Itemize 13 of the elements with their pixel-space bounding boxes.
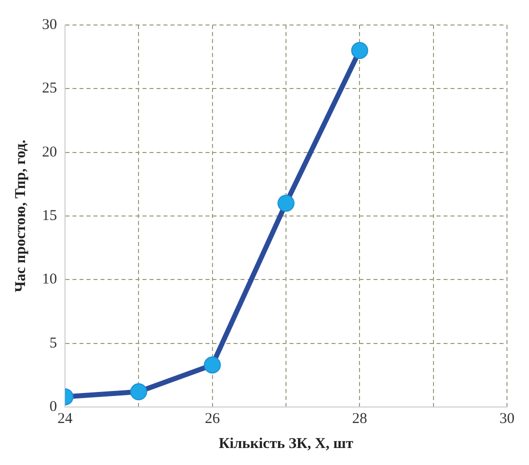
y-tick-label: 15 [42, 208, 57, 224]
x-tick-label: 24 [58, 410, 73, 427]
y-tick-label: 0 [50, 398, 57, 415]
y-tick-label: 5 [50, 335, 57, 352]
x-axis-title: Кількість ЗК, X, шт [218, 436, 354, 452]
x-tick-label: 28 [352, 410, 368, 427]
y-tick-label: 25 [42, 80, 57, 97]
x-tick-label: 26 [204, 410, 220, 427]
y-tick-label: 30 [42, 16, 57, 33]
y-tick-label: 10 [42, 272, 57, 288]
y-tick-label: 20 [42, 144, 57, 160]
x-tick-label: 30 [500, 410, 514, 427]
y-axis-title: Час простою, Тпр, год. [12, 140, 29, 292]
